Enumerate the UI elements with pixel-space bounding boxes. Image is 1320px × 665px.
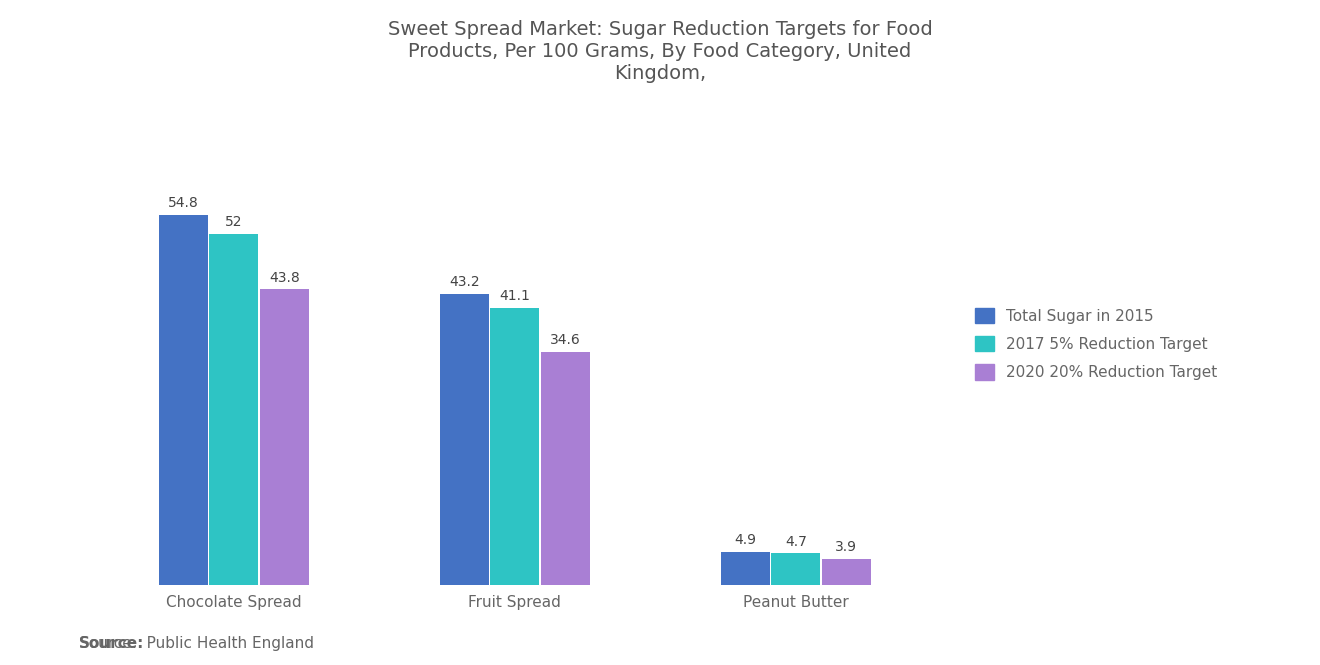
Text: 43.2: 43.2 — [449, 275, 479, 289]
Text: Sweet Spread Market: Sugar Reduction Targets for Food
Products, Per 100 Grams, B: Sweet Spread Market: Sugar Reduction Tar… — [388, 20, 932, 83]
Text: 41.1: 41.1 — [499, 289, 531, 303]
Bar — [260, 289, 309, 585]
Bar — [158, 215, 207, 585]
Bar — [490, 308, 540, 585]
Text: 3.9: 3.9 — [836, 540, 858, 554]
Legend: Total Sugar in 2015, 2017 5% Reduction Target, 2020 20% Reduction Target: Total Sugar in 2015, 2017 5% Reduction T… — [975, 308, 1217, 380]
Bar — [721, 552, 770, 585]
Bar — [440, 293, 488, 585]
Text: 54.8: 54.8 — [168, 196, 198, 210]
Text: 43.8: 43.8 — [269, 271, 300, 285]
Text: Source:  Public Health England: Source: Public Health England — [79, 636, 314, 652]
Text: 4.7: 4.7 — [785, 535, 807, 549]
Bar — [822, 559, 871, 585]
Text: 52: 52 — [224, 215, 243, 229]
Text: Source:: Source: — [79, 636, 145, 652]
Bar — [771, 553, 820, 585]
Text: 4.9: 4.9 — [734, 533, 756, 547]
Bar — [210, 234, 259, 585]
Bar — [541, 352, 590, 585]
Text: 34.6: 34.6 — [550, 333, 581, 347]
